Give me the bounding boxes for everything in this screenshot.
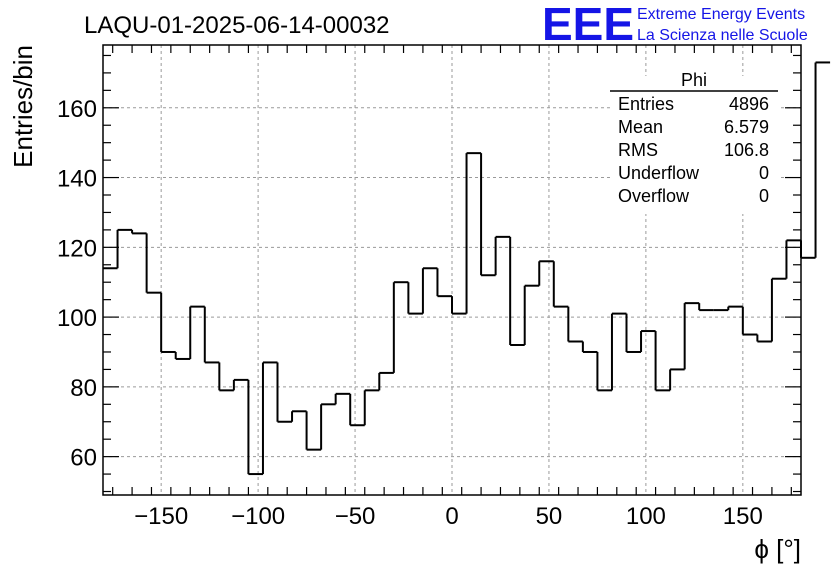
x-tick-label: −50 (335, 503, 376, 530)
y-tick-label: 100 (57, 305, 97, 332)
y-tick-label: 80 (70, 375, 97, 402)
y-tick-label: 140 (57, 166, 97, 193)
x-tick-label: 50 (536, 503, 563, 530)
logo-mark: EEE (542, 0, 634, 50)
chart-title: LAQU-01-2025-06-14-00032 (84, 12, 390, 39)
stats-label-mean: Mean (618, 117, 663, 137)
y-tick-label: 160 (57, 96, 97, 123)
x-tick-labels: −150 −100 −50 0 50 100 150 (134, 503, 763, 530)
stats-value-entries: 4896 (729, 94, 769, 114)
x-tick-label: 100 (626, 503, 666, 530)
stats-label-entries: Entries (618, 94, 674, 114)
y-tick-labels: 60 80 100 120 140 160 (57, 96, 97, 472)
histogram-bins (103, 61, 831, 476)
logo: EEE Extreme Energy Events La Scienza nel… (542, 0, 808, 50)
axis-ticks (103, 45, 801, 495)
x-tick-label: 0 (445, 503, 458, 530)
y-tick-label: 60 (70, 445, 97, 472)
stats-name: Phi (681, 70, 707, 90)
grid-lines (103, 45, 801, 495)
logo-line-2: La Scienza nelle Scuole (637, 27, 808, 44)
y-axis-title: Entries/bin (8, 45, 38, 168)
stats-label-rms: RMS (618, 140, 658, 160)
stats-value-overflow: 0 (759, 186, 769, 206)
x-axis-title: ϕ [°] (754, 534, 801, 564)
stats-value-rms: 106.8 (724, 140, 769, 160)
stats-label-underflow: Underflow (618, 163, 700, 183)
stats-box: Phi Entries 4896 Mean 6.579 RMS 106.8 Un… (610, 70, 778, 214)
stats-value-underflow: 0 (759, 163, 769, 183)
logo-line-1: Extreme Energy Events (637, 6, 805, 23)
y-tick-label: 120 (57, 235, 97, 262)
x-tick-label: 150 (723, 503, 763, 530)
x-tick-label: −150 (134, 503, 188, 530)
stats-box-background (610, 76, 778, 214)
x-tick-label: −100 (231, 503, 285, 530)
plot-frame (102, 44, 802, 496)
stats-label-overflow: Overflow (618, 186, 690, 206)
stats-value-mean: 6.579 (724, 117, 769, 137)
